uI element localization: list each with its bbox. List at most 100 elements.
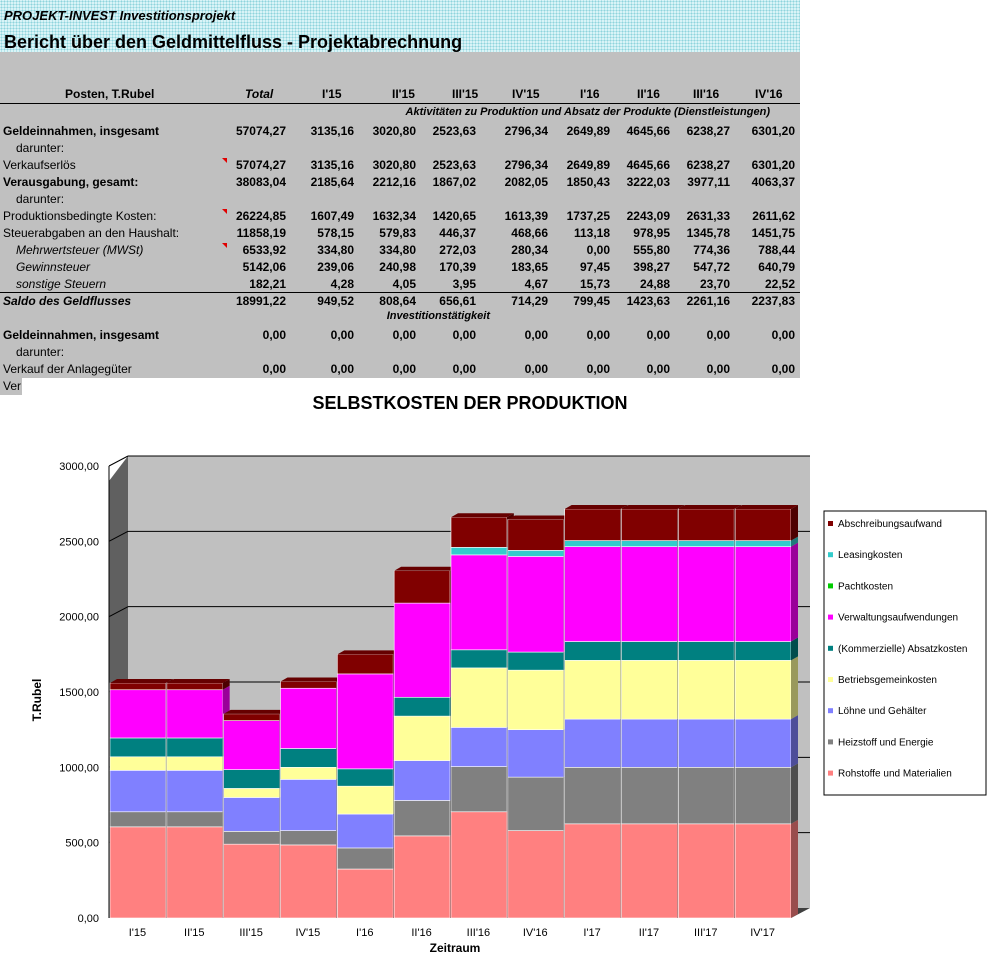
table-cell: 808,64 [379, 294, 416, 308]
bar-segment [337, 847, 394, 870]
table-cell: 57074,27 [235, 158, 286, 172]
legend-label: Abschreibungsaufwand [838, 519, 942, 530]
table-cell: 774,36 [693, 243, 730, 257]
table-cell: 5142,06 [242, 260, 286, 274]
table-cell: 0,00 [262, 362, 286, 376]
x-tick-label: II'15 [184, 927, 204, 939]
table-cell: 6533,92 [242, 243, 286, 257]
row-label: sonstige Steuern [16, 277, 107, 291]
bar-segment [166, 737, 223, 758]
table-cell: 0,00 [392, 362, 416, 376]
table-row: sonstige Steuern 182,21 4,28 4,05 3,95 4,67 15… [0, 276, 800, 293]
row-label: darunter: [16, 345, 65, 359]
bar-top [735, 504, 798, 509]
table-cell: 2649,89 [566, 158, 610, 172]
bar-segment [280, 767, 337, 780]
bar-segment [166, 756, 223, 771]
table-cell: 1423,63 [626, 294, 670, 308]
bar-segment [109, 689, 167, 739]
table-cell: 2237,83 [751, 294, 795, 308]
table-row: Verkaufserlös 57074,27 3135,16 3020,80 2523,… [0, 157, 800, 174]
column-header-q4-15: IV'15 [512, 87, 540, 101]
bar-segment [564, 540, 621, 547]
legend-swatch [828, 708, 833, 714]
row-label: Gewinnsteuer [16, 260, 91, 274]
comment-marker[interactable] [222, 243, 227, 248]
table-row: darunter: [0, 191, 800, 208]
bar-segment [166, 682, 223, 691]
legend-label: Pachtkosten [838, 581, 893, 592]
y-tick-label: 1000,00 [59, 762, 99, 774]
table-cell: 2523,63 [432, 124, 476, 138]
bar-top [621, 504, 685, 509]
legend-swatch [828, 739, 833, 745]
column-header-q3-16: III'16 [693, 87, 720, 101]
row-label: Mehrwertsteuer (MWSt) [16, 243, 144, 257]
cut-row-label: Ver [3, 379, 22, 393]
table-cell: 0,00 [586, 243, 610, 257]
table-row: Verausgabung, gesamt: 38083,04 2185,64 2212… [0, 174, 800, 191]
table-cell: 97,45 [579, 260, 610, 274]
table-cell: 6301,20 [751, 158, 795, 172]
bar-side [791, 637, 798, 661]
section-heading-investment: Investitionstätigkeit [386, 310, 490, 322]
bar-segment [166, 689, 223, 739]
table-row: Mehrwertsteuer (MWSt) 6533,92 334,80 334,80… [0, 242, 800, 259]
table-cell: 2796,34 [504, 158, 548, 172]
table-cell: 0,00 [646, 362, 670, 376]
y-tick-label: 500,00 [65, 838, 99, 850]
bar-segment [450, 649, 508, 669]
section-heading-row: Aktivitäten zu Produktion und Absatz der… [0, 105, 800, 119]
bar-segment [280, 779, 337, 831]
bar-segment [678, 546, 735, 642]
bar-segment [223, 788, 280, 798]
table-cell: 3020,80 [372, 124, 416, 138]
bar-segment [337, 654, 394, 675]
bar-segment [507, 556, 564, 653]
bar-segment [564, 718, 621, 768]
report-title: Bericht über den Geldmittelfluss - Proje… [4, 32, 463, 52]
cashflow-table: Posten, T.Rubel Total I'15 II'15 III'15 … [0, 52, 800, 378]
column-header-q4-16: IV'16 [755, 87, 783, 101]
bar-top [110, 678, 173, 683]
column-header-posten: Posten, T.Rubel [65, 87, 155, 101]
comment-marker[interactable] [222, 158, 227, 163]
bar-segment [564, 508, 621, 541]
bar-side [791, 819, 798, 918]
table-cell: 4,28 [330, 277, 354, 291]
bar-segment [393, 570, 451, 604]
table-cell: 22,52 [764, 277, 795, 291]
row-label: Produktionsbedingte Kosten: [3, 209, 157, 223]
y-tick-label: 2500,00 [59, 536, 99, 548]
table-cell: 1850,43 [566, 175, 610, 189]
table-cell: 0,00 [524, 362, 548, 376]
bar-segment [393, 835, 451, 919]
legend-swatch [828, 677, 833, 682]
table-cell: 0,00 [330, 362, 354, 376]
bar-segment [621, 508, 678, 541]
table-cell: 0,00 [392, 328, 416, 342]
table-cell: 38083,04 [235, 175, 286, 189]
table-cell: 239,06 [317, 260, 354, 274]
gridline [108, 455, 129, 467]
table-cell: 1420,65 [432, 209, 476, 223]
bar-top [337, 650, 401, 655]
bar-segment [734, 641, 792, 661]
table-cell: 1451,75 [751, 226, 795, 240]
table-cell: 2261,16 [686, 294, 730, 308]
bar-segment [223, 720, 280, 770]
table-row: Gewinnsteuer 5142,06 239,06 240,98 170,39 183… [0, 259, 800, 276]
comment-marker[interactable] [222, 209, 227, 214]
table-cell: 468,66 [511, 226, 548, 240]
bar-segment [734, 660, 792, 720]
bar-segment [564, 641, 621, 661]
x-tick-label: II'16 [411, 927, 431, 939]
bar-segment [621, 767, 678, 825]
bar-segment [507, 776, 564, 831]
x-tick-label: III'17 [694, 927, 718, 939]
bar-segment [621, 641, 678, 661]
bar-segment [450, 547, 508, 556]
bar-segment [280, 748, 337, 768]
bar-top [394, 566, 457, 571]
table-cell: 334,80 [317, 243, 354, 257]
